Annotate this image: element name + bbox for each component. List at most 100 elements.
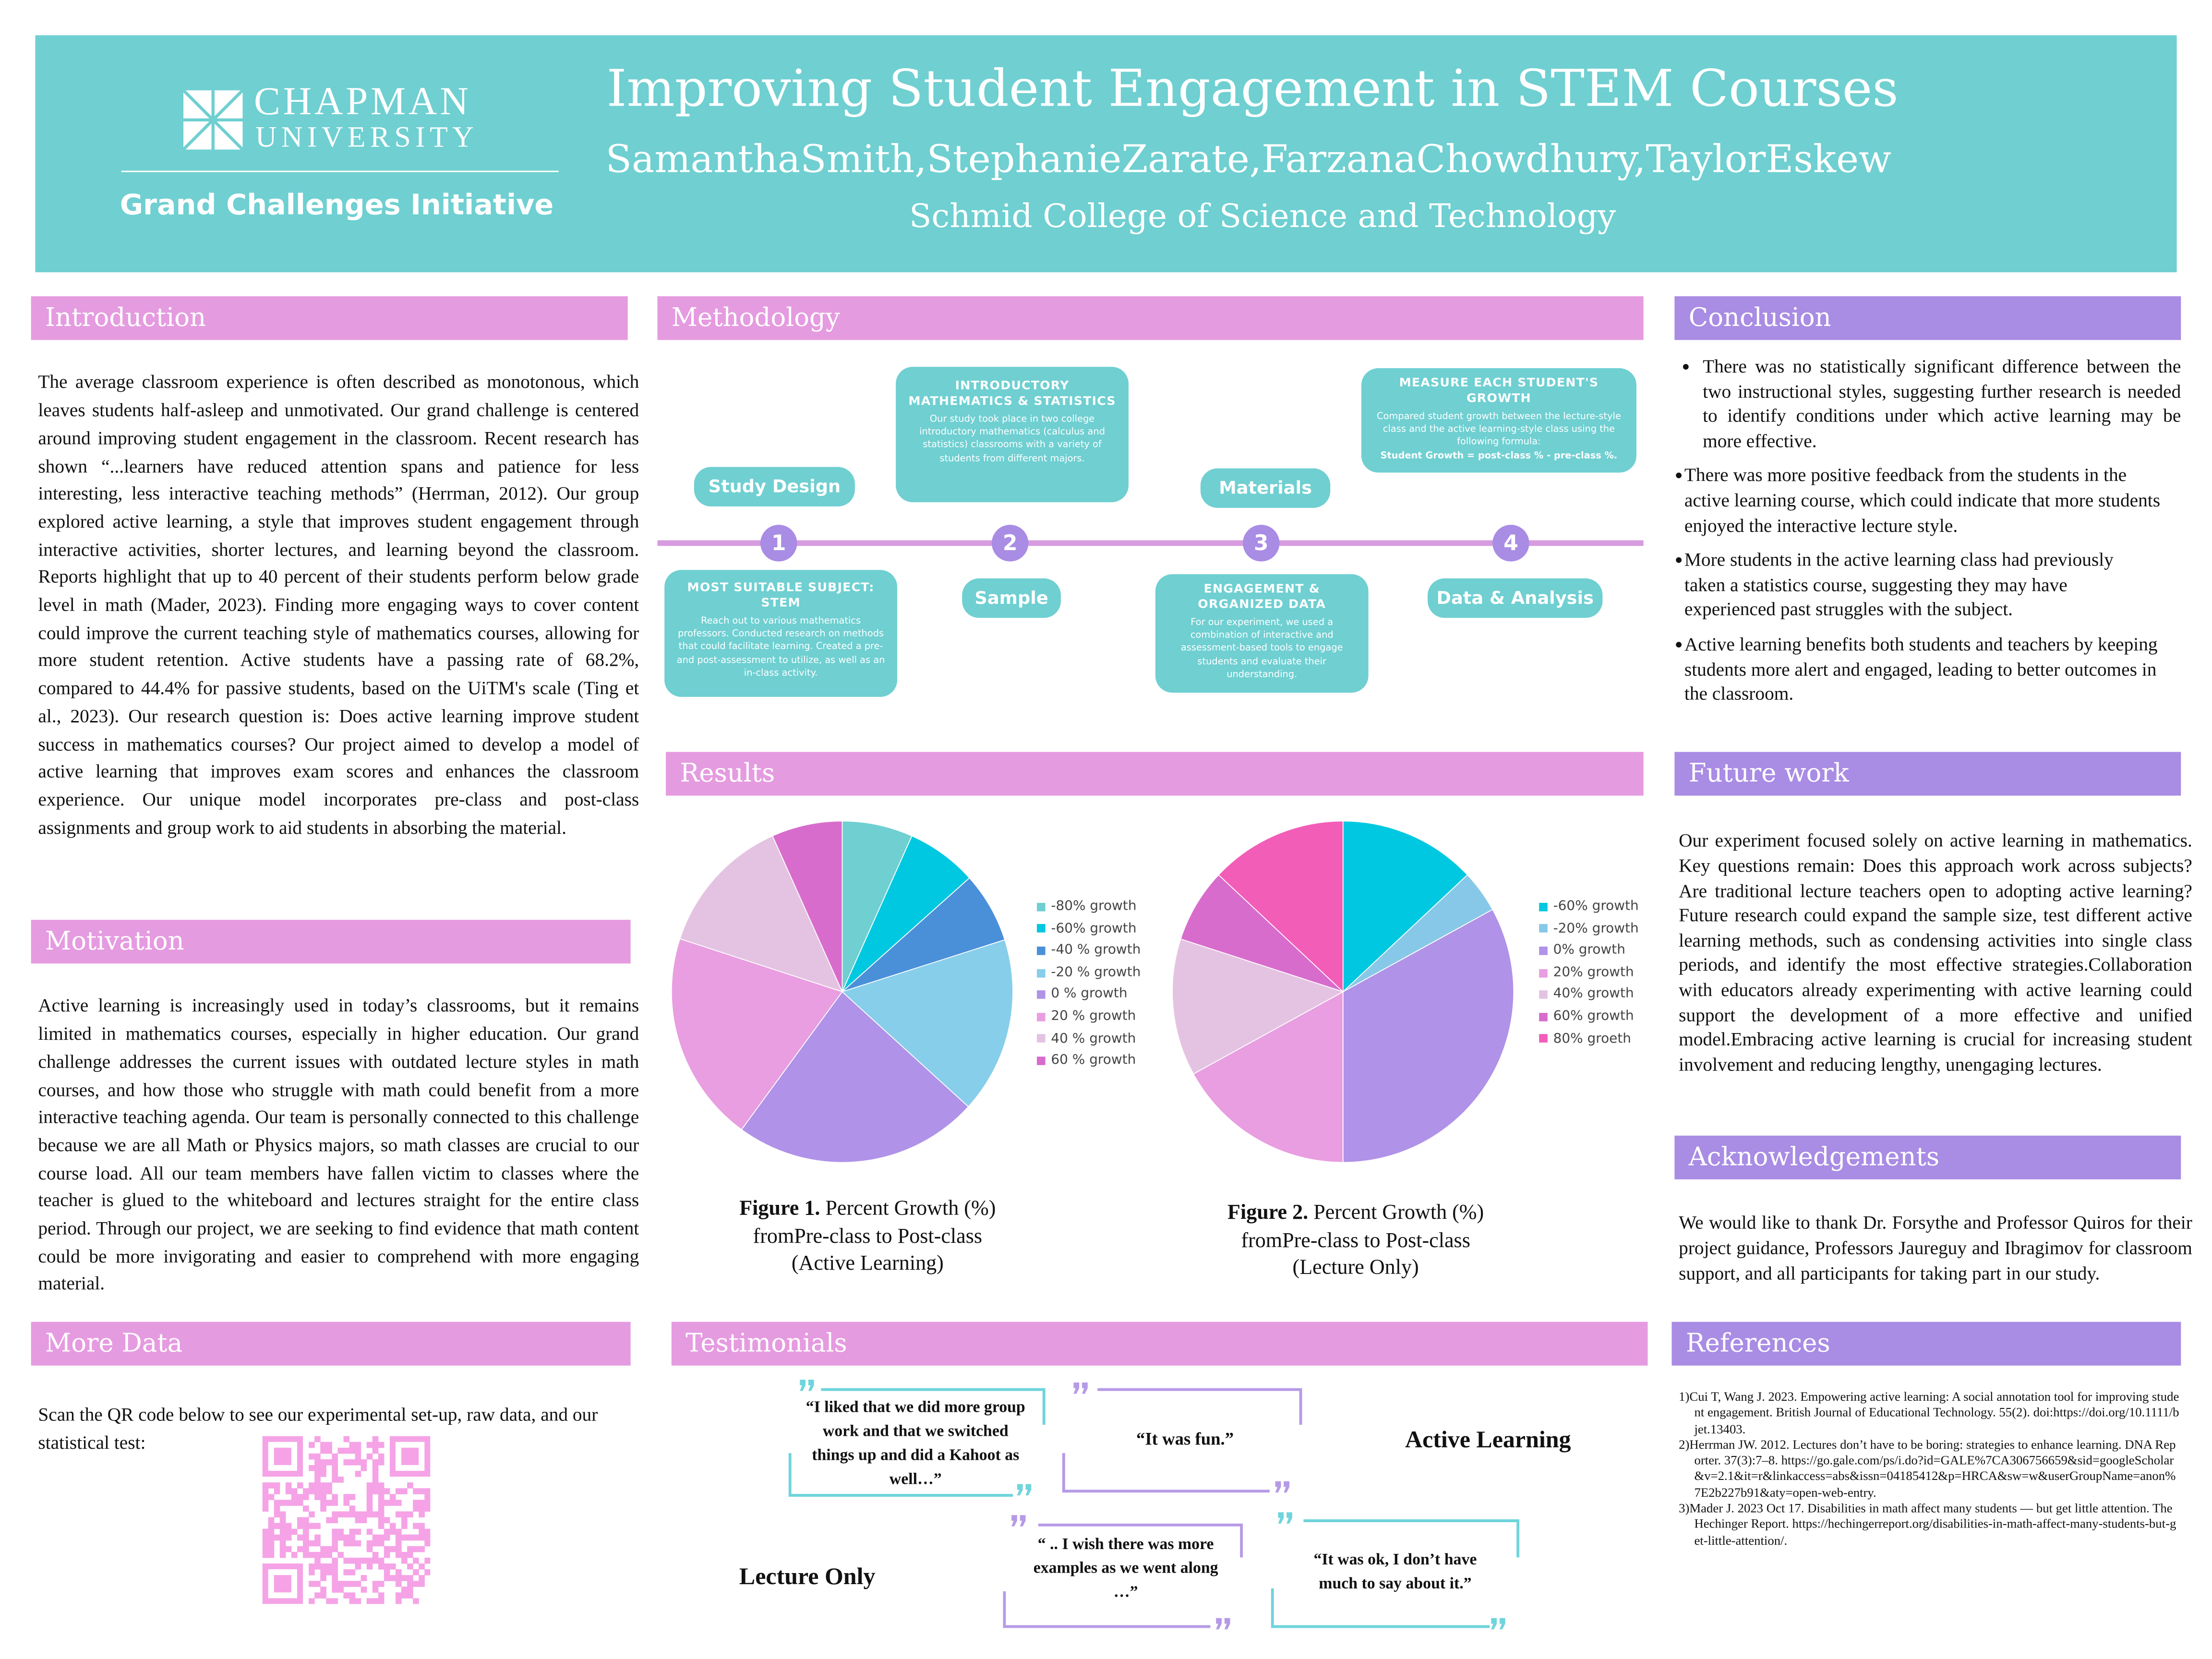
qr-module	[343, 1500, 350, 1506]
reference: 3)Mader J. 2023 Oct 17. Disabilities in …	[1679, 1501, 2176, 1547]
qr-module	[268, 1528, 275, 1535]
qr-module	[395, 1511, 402, 1518]
qr-module	[401, 1517, 408, 1524]
qr-module	[303, 1534, 309, 1541]
qr-module	[372, 1436, 379, 1443]
qr-module	[372, 1557, 379, 1564]
quote-mark	[800, 1380, 806, 1391]
qr-finder	[262, 1563, 303, 1604]
legend-swatch	[1539, 968, 1548, 977]
legend-entry: -40 % growth	[1037, 940, 1141, 962]
qr-module	[285, 1528, 292, 1535]
qr-module	[372, 1598, 379, 1604]
qr-module	[274, 1482, 280, 1489]
qr-module	[424, 1534, 431, 1541]
qr-module	[262, 1500, 269, 1506]
legend-label: 40 % growth	[1051, 1030, 1136, 1046]
qr-module	[297, 1482, 303, 1489]
caption-line: Percent Growth (%)	[1313, 1202, 1484, 1225]
qr-code[interactable]	[262, 1436, 431, 1604]
reference: 2)Herrman JW. 2012. Lectures don’t have …	[1679, 1437, 2176, 1500]
qr-module	[384, 1569, 390, 1575]
quote: “It was fun.”	[1136, 1429, 1234, 1449]
acknowledgements-text: We would like to thank Dr. Forsythe and …	[1679, 1212, 2192, 1284]
qr-module	[314, 1459, 321, 1466]
legend: -60% growth -20% growth 0% growth 20% growt…	[1539, 896, 1639, 1050]
qr-module	[332, 1500, 338, 1506]
qr-module	[401, 1557, 408, 1564]
qr-module	[378, 1453, 385, 1460]
qr-module	[320, 1494, 326, 1500]
legend-swatch	[1539, 990, 1548, 999]
qr-module	[262, 1534, 269, 1541]
qr-module	[372, 1477, 379, 1483]
qr-module	[314, 1534, 321, 1541]
qr-module	[401, 1551, 408, 1558]
qr-module	[395, 1551, 402, 1558]
qr-module	[366, 1442, 373, 1448]
legend-entry: 20 % growth	[1037, 1006, 1141, 1028]
quote-mark	[1278, 1512, 1284, 1524]
qr-module	[389, 1528, 396, 1535]
qr-module	[320, 1587, 326, 1593]
qr-module	[413, 1581, 419, 1587]
qr-module	[366, 1500, 373, 1506]
qr-module	[320, 1546, 326, 1552]
legend-label: -20 % growth	[1051, 964, 1141, 980]
qr-module	[349, 1534, 356, 1541]
qr-module	[320, 1471, 326, 1477]
figure-label: Figure 1.	[739, 1198, 820, 1221]
qr-module	[320, 1569, 326, 1575]
legend-entry: -60% growth	[1539, 896, 1639, 918]
poster-title: Improving Student Engagement in STEM Cou…	[606, 60, 1899, 119]
qr-module	[320, 1592, 326, 1599]
qr-module	[320, 1563, 326, 1570]
references: 1)Cui T, Wang J. 2023. Empowering active…	[1679, 1390, 2179, 1549]
qr-module	[291, 1500, 298, 1506]
qr-module	[378, 1511, 385, 1518]
qr-module	[395, 1500, 402, 1506]
step-box: MEASURE EACH STUDENT'S GROWTH Compared s…	[1361, 368, 1636, 473]
qr-module	[326, 1517, 332, 1524]
qr-module	[337, 1511, 344, 1518]
box-text: Reach out to various mathematics profess…	[676, 615, 885, 679]
figure-caption: Figure 2. Percent Growth (%) fromPre-cla…	[1179, 1201, 1532, 1283]
qr-module	[343, 1569, 350, 1575]
qr-module	[332, 1517, 338, 1524]
qr-module	[419, 1488, 425, 1494]
qr-module	[389, 1563, 396, 1570]
logo-icon	[183, 90, 244, 151]
qr-finder	[274, 1575, 291, 1593]
box-title: MOST SUITABLE SUBJECT: STEM	[687, 581, 875, 611]
legend-entry: 40 % growth	[1037, 1028, 1141, 1050]
bullet: More students in the active learning cla…	[1676, 548, 2141, 622]
qr-module	[384, 1500, 390, 1506]
qr-module	[395, 1581, 402, 1587]
step-number: 4	[1503, 530, 1518, 556]
qr-module	[303, 1528, 309, 1535]
qr-module	[372, 1442, 379, 1448]
qr-module	[309, 1563, 315, 1570]
qr-module	[297, 1546, 303, 1552]
legend-entry: 60 % growth	[1037, 1050, 1141, 1072]
logo-line1: CHAPMAN	[253, 80, 471, 124]
qr-module	[372, 1534, 379, 1541]
qr-module	[337, 1447, 344, 1454]
qr-module	[355, 1471, 361, 1477]
step-label: Study Design	[694, 467, 855, 507]
qr-module	[274, 1523, 280, 1529]
qr-module	[395, 1592, 402, 1599]
qr-module	[274, 1488, 280, 1494]
reference: 1)Cui T, Wang J. 2023. Empowering active…	[1679, 1389, 2179, 1436]
qr-module	[314, 1551, 321, 1558]
legend-swatch	[1037, 1012, 1046, 1021]
introduction-text: The average classroom experience is ofte…	[38, 372, 639, 838]
legend-label: 60 % growth	[1051, 1052, 1136, 1069]
qr-module	[378, 1494, 385, 1500]
qr-module	[332, 1575, 338, 1581]
qr-module	[361, 1557, 367, 1564]
qr-module	[419, 1511, 425, 1518]
qr-module	[343, 1557, 350, 1564]
section-heading: Testimonials	[671, 1322, 1648, 1366]
qr-module	[424, 1494, 431, 1500]
